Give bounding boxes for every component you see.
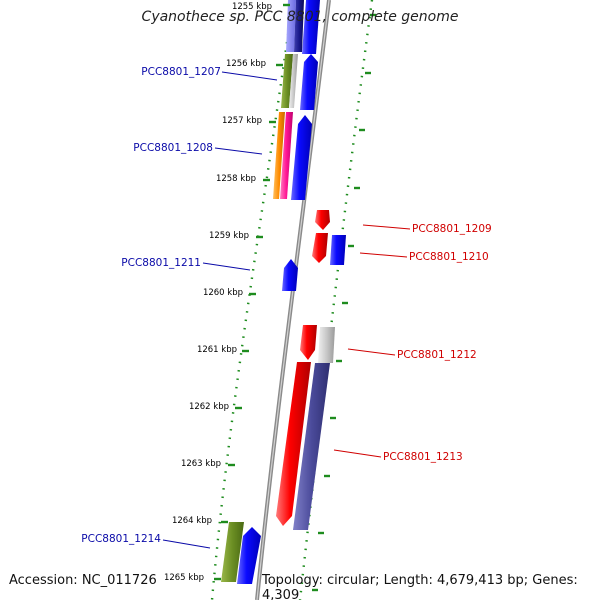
- gene-labels-left: PCC8801_1207 PCC8801_1208 PCC8801_1211 P…: [81, 66, 221, 545]
- gene-feature-1208-orange[interactable]: [273, 112, 285, 199]
- dotted-ring-right: [298, 0, 374, 600]
- gene-feature-1208-blue[interactable]: [291, 115, 312, 200]
- gene-feature-1210-blue[interactable]: [330, 235, 346, 265]
- gene-feature-1211-blue[interactable]: [282, 259, 298, 291]
- kbp-label: 1256 kbp: [226, 59, 266, 69]
- tick-marks-right: [312, 13, 376, 592]
- genome-backbone: [255, 0, 331, 600]
- topology-text: Topology: circular; Length: 4,679,413 bp…: [262, 573, 578, 600]
- gene-feature-top-blue[interactable]: [302, 0, 320, 54]
- kbp-label: 1259 kbp: [209, 231, 249, 241]
- gene-label-1208[interactable]: PCC8801_1208: [133, 142, 213, 154]
- gene-feature-1207-gray[interactable]: [289, 54, 298, 108]
- gene-feature-1212-gray[interactable]: [318, 327, 335, 363]
- gene-feature-1208-magenta[interactable]: [280, 112, 293, 199]
- gene-feature-1207-blue[interactable]: [300, 54, 318, 110]
- kbp-label: 1260 kbp: [203, 288, 243, 298]
- gene-label-1210[interactable]: PCC8801_1210: [409, 251, 489, 263]
- kbp-scale-labels: 1255 kbp 1256 kbp 1257 kbp 1258 kbp 1259…: [164, 2, 272, 583]
- gene-label-1211[interactable]: PCC8801_1211: [121, 257, 201, 269]
- kbp-label: 1264 kbp: [172, 516, 212, 526]
- kbp-label: 1261 kbp: [197, 345, 237, 355]
- gene-feature-1212-red[interactable]: [300, 325, 317, 360]
- gene-feature-top-lavender[interactable]: [286, 0, 296, 52]
- gene-label-1209[interactable]: PCC8801_1209: [412, 223, 492, 235]
- gene-label-1214[interactable]: PCC8801_1214: [81, 533, 161, 545]
- map-title: Cyanothece sp. PCC 8801, complete genome: [141, 9, 459, 25]
- gene-label-1207[interactable]: PCC8801_1207: [141, 66, 221, 78]
- leader-lines-left: [162, 71, 278, 549]
- gene-label-1212[interactable]: PCC8801_1212: [397, 349, 477, 361]
- gene-feature-1214-olive[interactable]: [221, 522, 244, 582]
- gene-feature-1209-red[interactable]: [315, 210, 330, 230]
- gene-labels-right: PCC8801_1209 PCC8801_1210 PCC8801_1212 P…: [383, 223, 492, 463]
- kbp-label: 1258 kbp: [216, 174, 256, 184]
- accession-text: Accession: NC_011726: [9, 573, 157, 588]
- kbp-label: 1255 kbp: [232, 2, 272, 12]
- gene-feature-1210-red[interactable]: [312, 233, 328, 263]
- gene-feature-top-navy[interactable]: [294, 0, 304, 52]
- leader-lines-right: [333, 224, 411, 458]
- kbp-label: 1263 kbp: [181, 459, 221, 469]
- kbp-label: 1257 kbp: [222, 116, 262, 126]
- gene-feature-1213-red[interactable]: [276, 362, 311, 526]
- gene-feature-1214-blue[interactable]: [237, 527, 261, 584]
- tick-marks-left: [214, 3, 290, 581]
- gene-feature-1213-slate[interactable]: [293, 363, 330, 530]
- gene-label-1213[interactable]: PCC8801_1213: [383, 451, 463, 463]
- kbp-label: 1265 kbp: [164, 573, 204, 583]
- kbp-label: 1262 kbp: [189, 402, 229, 412]
